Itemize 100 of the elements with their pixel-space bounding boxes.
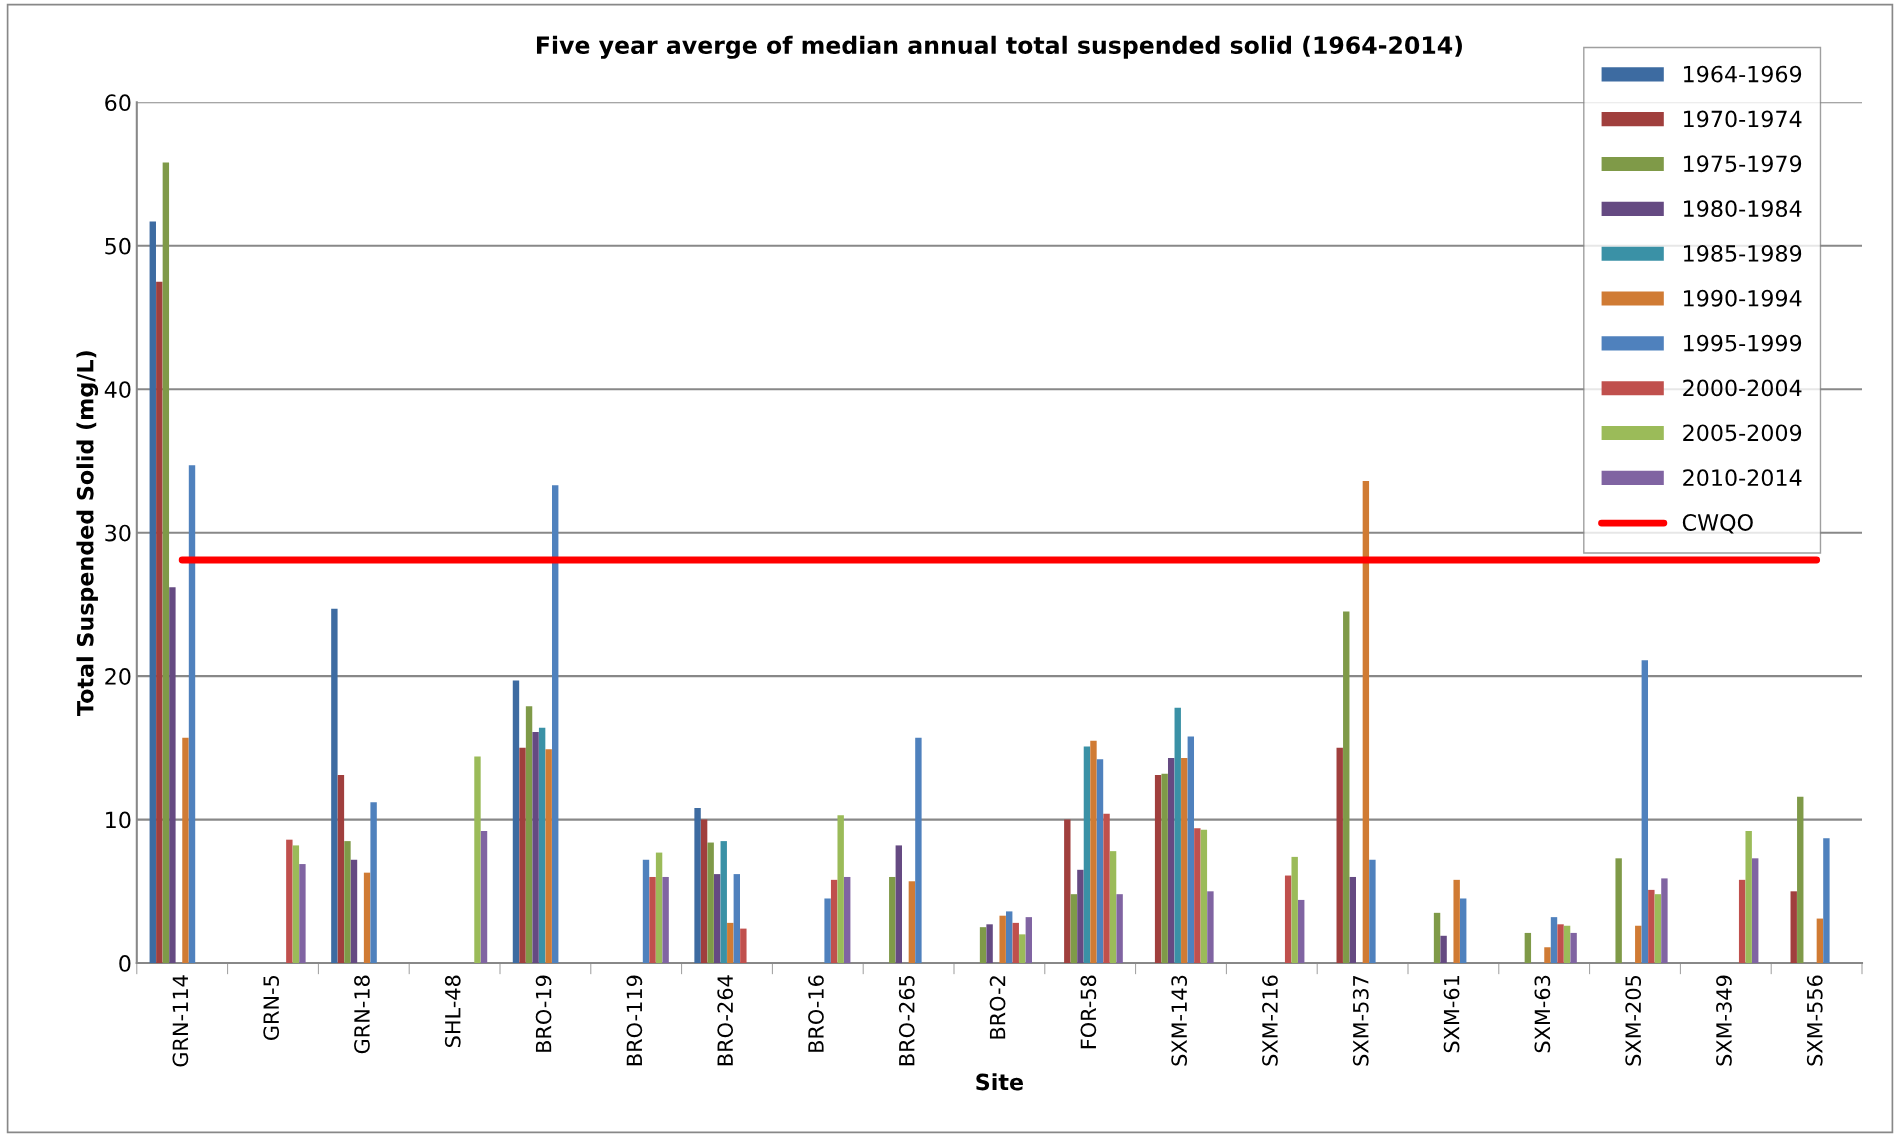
legend-label: 1985-1989 — [1684, 245, 1802, 262]
x-tick-label: SHL-48 — [444, 975, 461, 1047]
bar — [1343, 611, 1350, 964]
bar — [655, 852, 663, 964]
bar — [1654, 894, 1662, 964]
bar — [1207, 891, 1214, 964]
bar — [700, 819, 708, 964]
x-tick-label: SXM-537 — [1352, 975, 1369, 1066]
bar — [344, 841, 351, 964]
bar — [713, 874, 721, 964]
bar — [1025, 917, 1033, 964]
bar — [1336, 747, 1343, 964]
bar — [1103, 813, 1110, 964]
legend-label: 1990-1994 — [1684, 289, 1802, 307]
bar — [1006, 911, 1013, 964]
bar — [844, 876, 851, 964]
bar — [474, 756, 481, 964]
legend-label: 1980-1984 — [1684, 200, 1802, 217]
bar — [1116, 894, 1123, 964]
bar — [350, 859, 358, 964]
x-tick-label: BRO-16 — [808, 975, 824, 1052]
bar — [519, 747, 526, 964]
bar — [299, 864, 306, 964]
bar — [1453, 879, 1460, 964]
bar — [1187, 736, 1195, 964]
bar — [337, 775, 345, 964]
bar — [1064, 819, 1071, 964]
bar — [727, 922, 734, 964]
bar — [1557, 924, 1564, 964]
x-tick-label: BRO-265 — [898, 975, 915, 1066]
bar — [889, 876, 896, 964]
bar — [538, 727, 546, 964]
bar — [908, 881, 916, 964]
y-tick-label: 0 — [119, 954, 131, 972]
bar — [979, 927, 987, 964]
x-tick-label: SXM-143 — [1171, 975, 1188, 1066]
bar — [642, 859, 650, 964]
x-tick-label: SXM-216 — [1262, 975, 1278, 1066]
bar — [1019, 934, 1026, 964]
x-tick-label: BRO-119 — [626, 975, 643, 1066]
x-tick-label: GRN-114 — [172, 975, 189, 1067]
bar — [1096, 759, 1104, 964]
bar — [895, 845, 902, 964]
x-tick-label: FOR-58 — [1080, 975, 1097, 1049]
bar — [1109, 851, 1117, 964]
bar — [1440, 935, 1447, 964]
bar — [720, 841, 727, 964]
bar — [1070, 894, 1078, 964]
bar — [1181, 757, 1188, 964]
bar — [512, 680, 520, 964]
bar — [1090, 740, 1097, 964]
bar — [552, 485, 559, 964]
bar — [525, 706, 533, 964]
y-tick-label: 40 — [104, 381, 131, 398]
legend-label: 1995-1999 — [1684, 334, 1802, 352]
bar — [1174, 707, 1181, 964]
bar — [649, 876, 656, 964]
bar — [1570, 932, 1577, 964]
bar — [740, 928, 747, 964]
bar — [292, 845, 300, 964]
legend-label: 2000-2004 — [1683, 379, 1802, 397]
bar — [1816, 918, 1824, 964]
y-tick-label: 50 — [105, 237, 131, 255]
bar — [1752, 858, 1759, 964]
bar — [1823, 838, 1830, 964]
x-tick-label: GRN-5 — [263, 975, 280, 1040]
bar — [1291, 856, 1298, 964]
bar — [149, 221, 156, 964]
bar — [694, 808, 701, 964]
bar — [1648, 889, 1655, 964]
bar — [1200, 829, 1208, 964]
bar — [1284, 875, 1292, 964]
bar — [1012, 922, 1019, 964]
bar — [837, 815, 844, 964]
bar — [1460, 898, 1467, 964]
legend-label: 1970-1974 — [1684, 110, 1802, 128]
bar — [363, 872, 371, 964]
bar — [1738, 879, 1746, 964]
x-axis-title: Site — [976, 1073, 1023, 1091]
bar — [169, 587, 176, 964]
bar — [1524, 932, 1532, 964]
legend-label: 1975-1979 — [1684, 155, 1802, 173]
x-tick-label: BRO-264 — [717, 975, 734, 1066]
legend-label: 1964-1969 — [1684, 65, 1802, 83]
bar — [733, 874, 741, 964]
y-tick-label: 20 — [105, 668, 131, 685]
bar — [662, 876, 669, 964]
legend-label: 2005-2009 — [1683, 424, 1802, 442]
bar — [1167, 757, 1175, 964]
bar — [824, 898, 831, 964]
bar — [1154, 775, 1162, 964]
bar — [915, 737, 922, 964]
bar — [1544, 947, 1551, 964]
y-tick-label: 60 — [105, 94, 131, 112]
bar — [532, 732, 539, 964]
bar — [1615, 858, 1622, 964]
legend-label: 2010-2014 — [1683, 469, 1802, 487]
bar — [1362, 481, 1370, 964]
bar — [1641, 660, 1649, 964]
bar — [370, 802, 377, 964]
